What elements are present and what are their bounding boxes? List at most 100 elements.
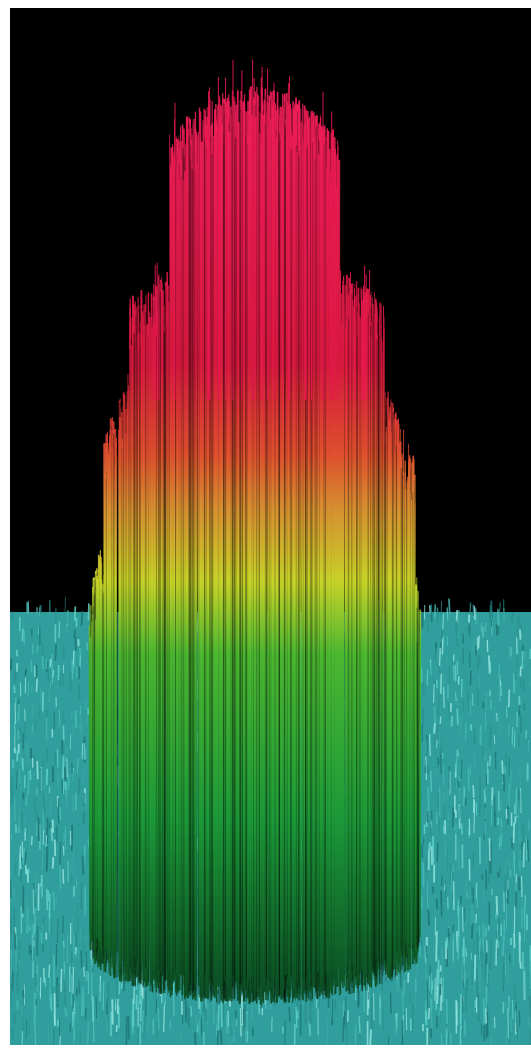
ground-spike (288, 1006, 291, 1022)
beam-spike (322, 159, 326, 978)
ground-spike (509, 953, 511, 963)
ground-spike (85, 793, 87, 813)
ground-spike (458, 792, 461, 802)
ground-spike (499, 602, 501, 616)
ground-spike (427, 909, 430, 926)
ground-spike (284, 1019, 286, 1045)
beam-spike (143, 304, 145, 976)
ground-spike (401, 990, 404, 1013)
beam-spike (381, 338, 383, 958)
ground-spike (47, 1016, 50, 1043)
ground-spike (63, 982, 67, 1006)
ground-spike (513, 680, 516, 694)
beam-spike (189, 160, 193, 996)
ground-spike (456, 698, 459, 707)
ground-spike (75, 949, 79, 960)
ground-spike (478, 635, 480, 649)
ground-spike (295, 1006, 298, 1028)
ground-spike (83, 966, 85, 977)
ground-spike (14, 671, 17, 680)
ground-spike (382, 1005, 384, 1031)
ground-spike (440, 738, 443, 761)
beam-spike (359, 319, 362, 985)
ground-spike (516, 657, 519, 671)
ground-spike (478, 655, 481, 664)
ground-spike (24, 668, 28, 676)
ground-spike (50, 828, 53, 841)
beam-spike (136, 309, 139, 977)
beam-spike (163, 330, 167, 981)
ground-spike (465, 948, 467, 957)
ground-spike (57, 918, 59, 943)
beam-spike (369, 325, 372, 965)
ground-spike (434, 648, 437, 660)
beam-spike (106, 433, 109, 960)
ground-spike (15, 649, 19, 657)
ground-spike (52, 670, 55, 678)
ground-spike (494, 651, 497, 658)
ground-spike (438, 647, 441, 667)
ground-spike (464, 972, 467, 988)
beam-spike (299, 138, 302, 996)
ground-spike (523, 918, 526, 943)
ground-spike (494, 751, 497, 759)
ground-spike (122, 977, 126, 991)
ground-spike (520, 835, 523, 843)
ground-spike (436, 607, 439, 624)
beam-spike (188, 118, 192, 985)
ground-spike (490, 1037, 493, 1045)
beam-spike (391, 411, 395, 976)
ground-spike (22, 617, 25, 629)
ground-spike (523, 702, 526, 711)
ground-spike (489, 661, 492, 672)
ground-spike (81, 855, 85, 875)
ground-spike (507, 689, 511, 708)
ground-spike (456, 638, 459, 647)
ground-spike (495, 896, 499, 916)
ground-spike (22, 990, 25, 998)
beam-spike (234, 137, 237, 988)
ground-spike (456, 708, 459, 725)
ground-spike (526, 839, 530, 862)
beam-spike (341, 321, 343, 983)
ground-spike (36, 645, 39, 653)
ground-spike (510, 726, 512, 748)
ground-spike (379, 996, 381, 1009)
ground-spike (440, 891, 443, 917)
ground-spike (527, 1016, 531, 1028)
beam-spike (291, 151, 294, 1003)
ground-spike (72, 724, 75, 740)
ground-spike (22, 885, 25, 914)
beam-spike (388, 432, 391, 980)
beam-spike (265, 101, 268, 978)
beam-spike (264, 117, 266, 991)
beam-spike (297, 155, 301, 988)
ground-spike (520, 876, 523, 898)
ground-spike (454, 692, 457, 702)
beam-spike (203, 138, 206, 975)
ground-spike (36, 761, 39, 780)
ground-spike (71, 998, 74, 1013)
ground-spike (526, 837, 528, 851)
ground-spike (41, 846, 44, 863)
ground-spike (519, 629, 522, 640)
ground-spike (459, 993, 462, 1025)
ground-spike (436, 985, 439, 1005)
ground-spike (474, 954, 477, 979)
ground-spike (111, 999, 114, 1025)
ground-spike (82, 769, 85, 789)
ground-spike (76, 758, 79, 774)
ground-spike (35, 810, 38, 823)
beam-spike (116, 461, 118, 973)
ground-spike (28, 924, 31, 931)
beam-spike (225, 97, 229, 985)
ground-spike (427, 614, 430, 632)
ground-spike (58, 806, 62, 821)
beam-spike (247, 125, 251, 980)
ground-spike (33, 882, 35, 889)
ground-spike (14, 703, 17, 724)
beam-spike (130, 345, 133, 977)
ground-spike (463, 1020, 467, 1036)
beam-spike (362, 300, 365, 962)
